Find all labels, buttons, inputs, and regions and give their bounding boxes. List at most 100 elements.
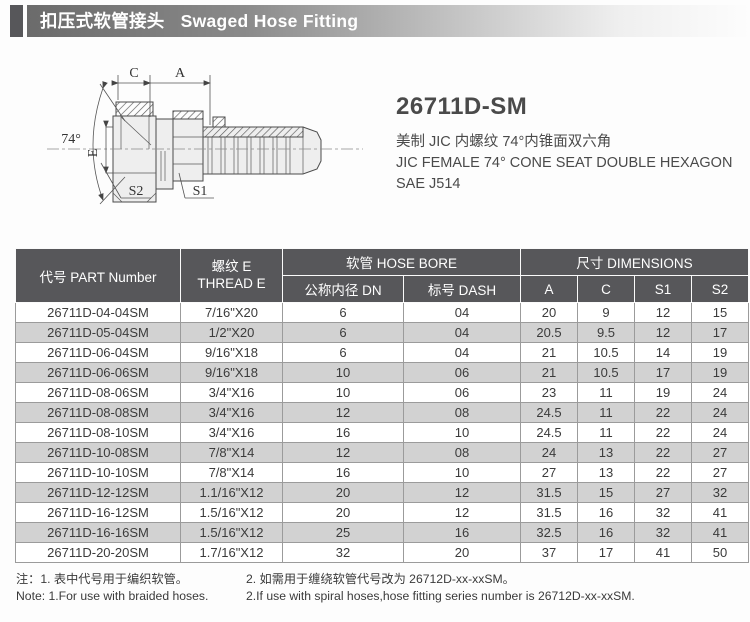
- cell-hose-bore-dn: 16: [282, 422, 404, 443]
- cell-hose-bore-dn: 12: [282, 442, 404, 463]
- s1-label: S1: [193, 184, 208, 199]
- col-header-s1: S1: [634, 275, 692, 303]
- technical-drawing: C A 74° E S2: [47, 66, 363, 205]
- cell-dim-c: 13: [577, 462, 635, 483]
- note-en-2: 2.If use with spiral hoses,hose fitting …: [246, 589, 635, 604]
- page-title-zh: 扣压式软管接头: [40, 11, 165, 31]
- cell-thread: 1.7/16"X12: [180, 542, 283, 563]
- cell-dim-a: 37: [520, 542, 578, 563]
- table-row: 26711D-06-04SM 9/16"X18 6 04 21 10.5 14 19: [15, 342, 750, 363]
- cell-dim-c: 17: [577, 542, 635, 563]
- cell-dim-c: 10.5: [577, 342, 635, 363]
- table-row: 26711D-08-08SM 3/4"X16 12 08 24.5 11 22 24: [15, 402, 750, 423]
- cell-dim-a: 21: [520, 342, 578, 363]
- table-row: 26711D-08-06SM 3/4"X16 10 06 23 11 19 24: [15, 382, 750, 403]
- cell-thread: 1.5/16"X12: [180, 522, 283, 543]
- cell-part-number: 26711D-10-10SM: [15, 462, 181, 483]
- cell-dim-s1: 41: [634, 542, 692, 563]
- content-area: C A 74° E S2: [0, 37, 750, 243]
- cell-dim-s2: 32: [690, 482, 750, 503]
- col-header-c: C: [577, 275, 635, 303]
- spec-table-header: 代号 PART Number 螺纹 E THREAD E 软管 HOSE BOR…: [15, 248, 750, 303]
- cell-hose-bore-dash: 10: [403, 462, 521, 483]
- cell-dim-a: 27: [520, 462, 578, 483]
- cell-dim-c: 11: [577, 402, 635, 423]
- cell-thread: 7/8"X14: [180, 442, 283, 463]
- cell-part-number: 26711D-05-04SM: [15, 322, 181, 343]
- cell-dim-s2: 41: [690, 502, 750, 523]
- dim-label-e: E: [86, 149, 101, 158]
- cell-thread: 1.1/16"X12: [180, 482, 283, 503]
- table-row: 26711D-06-06SM 9/16"X18 10 06 21 10.5 17 19: [15, 362, 750, 383]
- col-header-thread-en: THREAD E: [197, 275, 266, 291]
- cell-dim-s1: 17: [634, 362, 692, 383]
- table-row: 26711D-12-12SM 1.1/16"X12 20 12 31.5 15 27 32: [15, 482, 750, 503]
- cell-hose-bore-dn: 12: [282, 402, 404, 423]
- raised-ring: [212, 116, 226, 128]
- cell-dim-c: 15: [577, 482, 635, 503]
- dim-c-a: C A: [111, 66, 211, 125]
- cell-dim-c: 13: [577, 442, 635, 463]
- dim-cone-angle: 74°: [61, 81, 126, 205]
- cell-dim-s2: 27: [690, 442, 750, 463]
- collar: [155, 118, 174, 190]
- table-row: 26711D-08-10SM 3/4"X16 16 10 24.5 11 22 24: [15, 422, 750, 443]
- cell-dim-a: 32.5: [520, 522, 578, 543]
- table-row: 26711D-20-20SM 1.7/16"X12 32 20 37 17 41 50: [15, 542, 750, 563]
- cell-dim-s1: 22: [634, 462, 692, 483]
- cell-dim-s2: 50: [690, 542, 750, 563]
- cell-dim-s2: 19: [690, 362, 750, 383]
- cell-dim-s1: 19: [634, 382, 692, 403]
- col-header-dn: 公称内径 DN: [282, 275, 404, 303]
- cell-part-number: 26711D-12-12SM: [15, 482, 181, 503]
- note-en-1: Note: 1.For use with braided hoses.: [16, 589, 209, 604]
- col-group-dimensions: 尺寸 DIMENSIONS: [519, 248, 750, 276]
- angle-label: 74°: [61, 132, 81, 147]
- cell-hose-bore-dn: 6: [282, 302, 404, 323]
- col-header-thread-zh: 螺纹 E: [211, 258, 252, 274]
- note-zh-2: 2. 如需用于缠绕软管代号改为 26712D-xx-xxSM。: [246, 572, 515, 586]
- footnotes: 注：1. 表中代号用于编织软管。 2. 如需用于缠绕软管代号改为 26712D-…: [16, 572, 750, 605]
- cell-hose-bore-dash: 08: [403, 442, 521, 463]
- cell-dim-s1: 32: [634, 522, 692, 543]
- cell-dim-a: 24.5: [520, 402, 578, 423]
- cell-dim-s2: 15: [690, 302, 750, 323]
- cell-dim-s1: 12: [634, 322, 692, 343]
- col-header-s2: S2: [690, 275, 750, 303]
- leader-s1: S1: [178, 172, 214, 199]
- cell-dim-a: 24.5: [520, 422, 578, 443]
- cell-dim-c: 11: [577, 382, 635, 403]
- cell-hose-bore-dn: 32: [282, 542, 404, 563]
- col-header-part-number: 代号 PART Number: [15, 248, 181, 303]
- s1-hex: [172, 110, 204, 182]
- page-header: 扣压式软管接头 Swaged Hose Fitting: [0, 5, 750, 37]
- product-code: 26711D-SM: [396, 93, 528, 120]
- cell-hose-bore-dn: 25: [282, 522, 404, 543]
- table-row: 26711D-05-04SM 1/2"X20 6 04 20.5 9.5 12 17: [15, 322, 750, 343]
- col-header-dash: 标号 DASH: [403, 275, 521, 303]
- cell-part-number: 26711D-16-12SM: [15, 502, 181, 523]
- cell-part-number: 26711D-08-06SM: [15, 382, 181, 403]
- cell-dim-s1: 27: [634, 482, 692, 503]
- cell-dim-s1: 32: [634, 502, 692, 523]
- table-row: 26711D-16-16SM 1.5/16"X12 25 16 32.5 16 32 41: [15, 522, 750, 543]
- cell-hose-bore-dash: 04: [403, 342, 521, 363]
- cell-dim-s1: 22: [634, 402, 692, 423]
- header-title-bar: 扣压式软管接头 Swaged Hose Fitting: [27, 5, 750, 37]
- cell-thread: 3/4"X16: [180, 402, 283, 423]
- cell-part-number: 26711D-04-04SM: [15, 302, 181, 323]
- cell-dim-c: 9: [577, 302, 635, 323]
- cell-hose-bore-dash: 04: [403, 322, 521, 343]
- cell-dim-a: 24: [520, 442, 578, 463]
- cell-thread: 1/2"X20: [180, 322, 283, 343]
- cell-part-number: 26711D-16-16SM: [15, 522, 181, 543]
- cell-hose-bore-dn: 16: [282, 462, 404, 483]
- cell-thread: 3/4"X16: [180, 382, 283, 403]
- cell-thread: 1.5/16"X12: [180, 502, 283, 523]
- cell-dim-s2: 27: [690, 462, 750, 483]
- cell-hose-bore-dash: 12: [403, 502, 521, 523]
- page-title-en: Swaged Hose Fitting: [180, 11, 359, 31]
- cell-hose-bore-dash: 04: [403, 302, 521, 323]
- cell-dim-c: 10.5: [577, 362, 635, 383]
